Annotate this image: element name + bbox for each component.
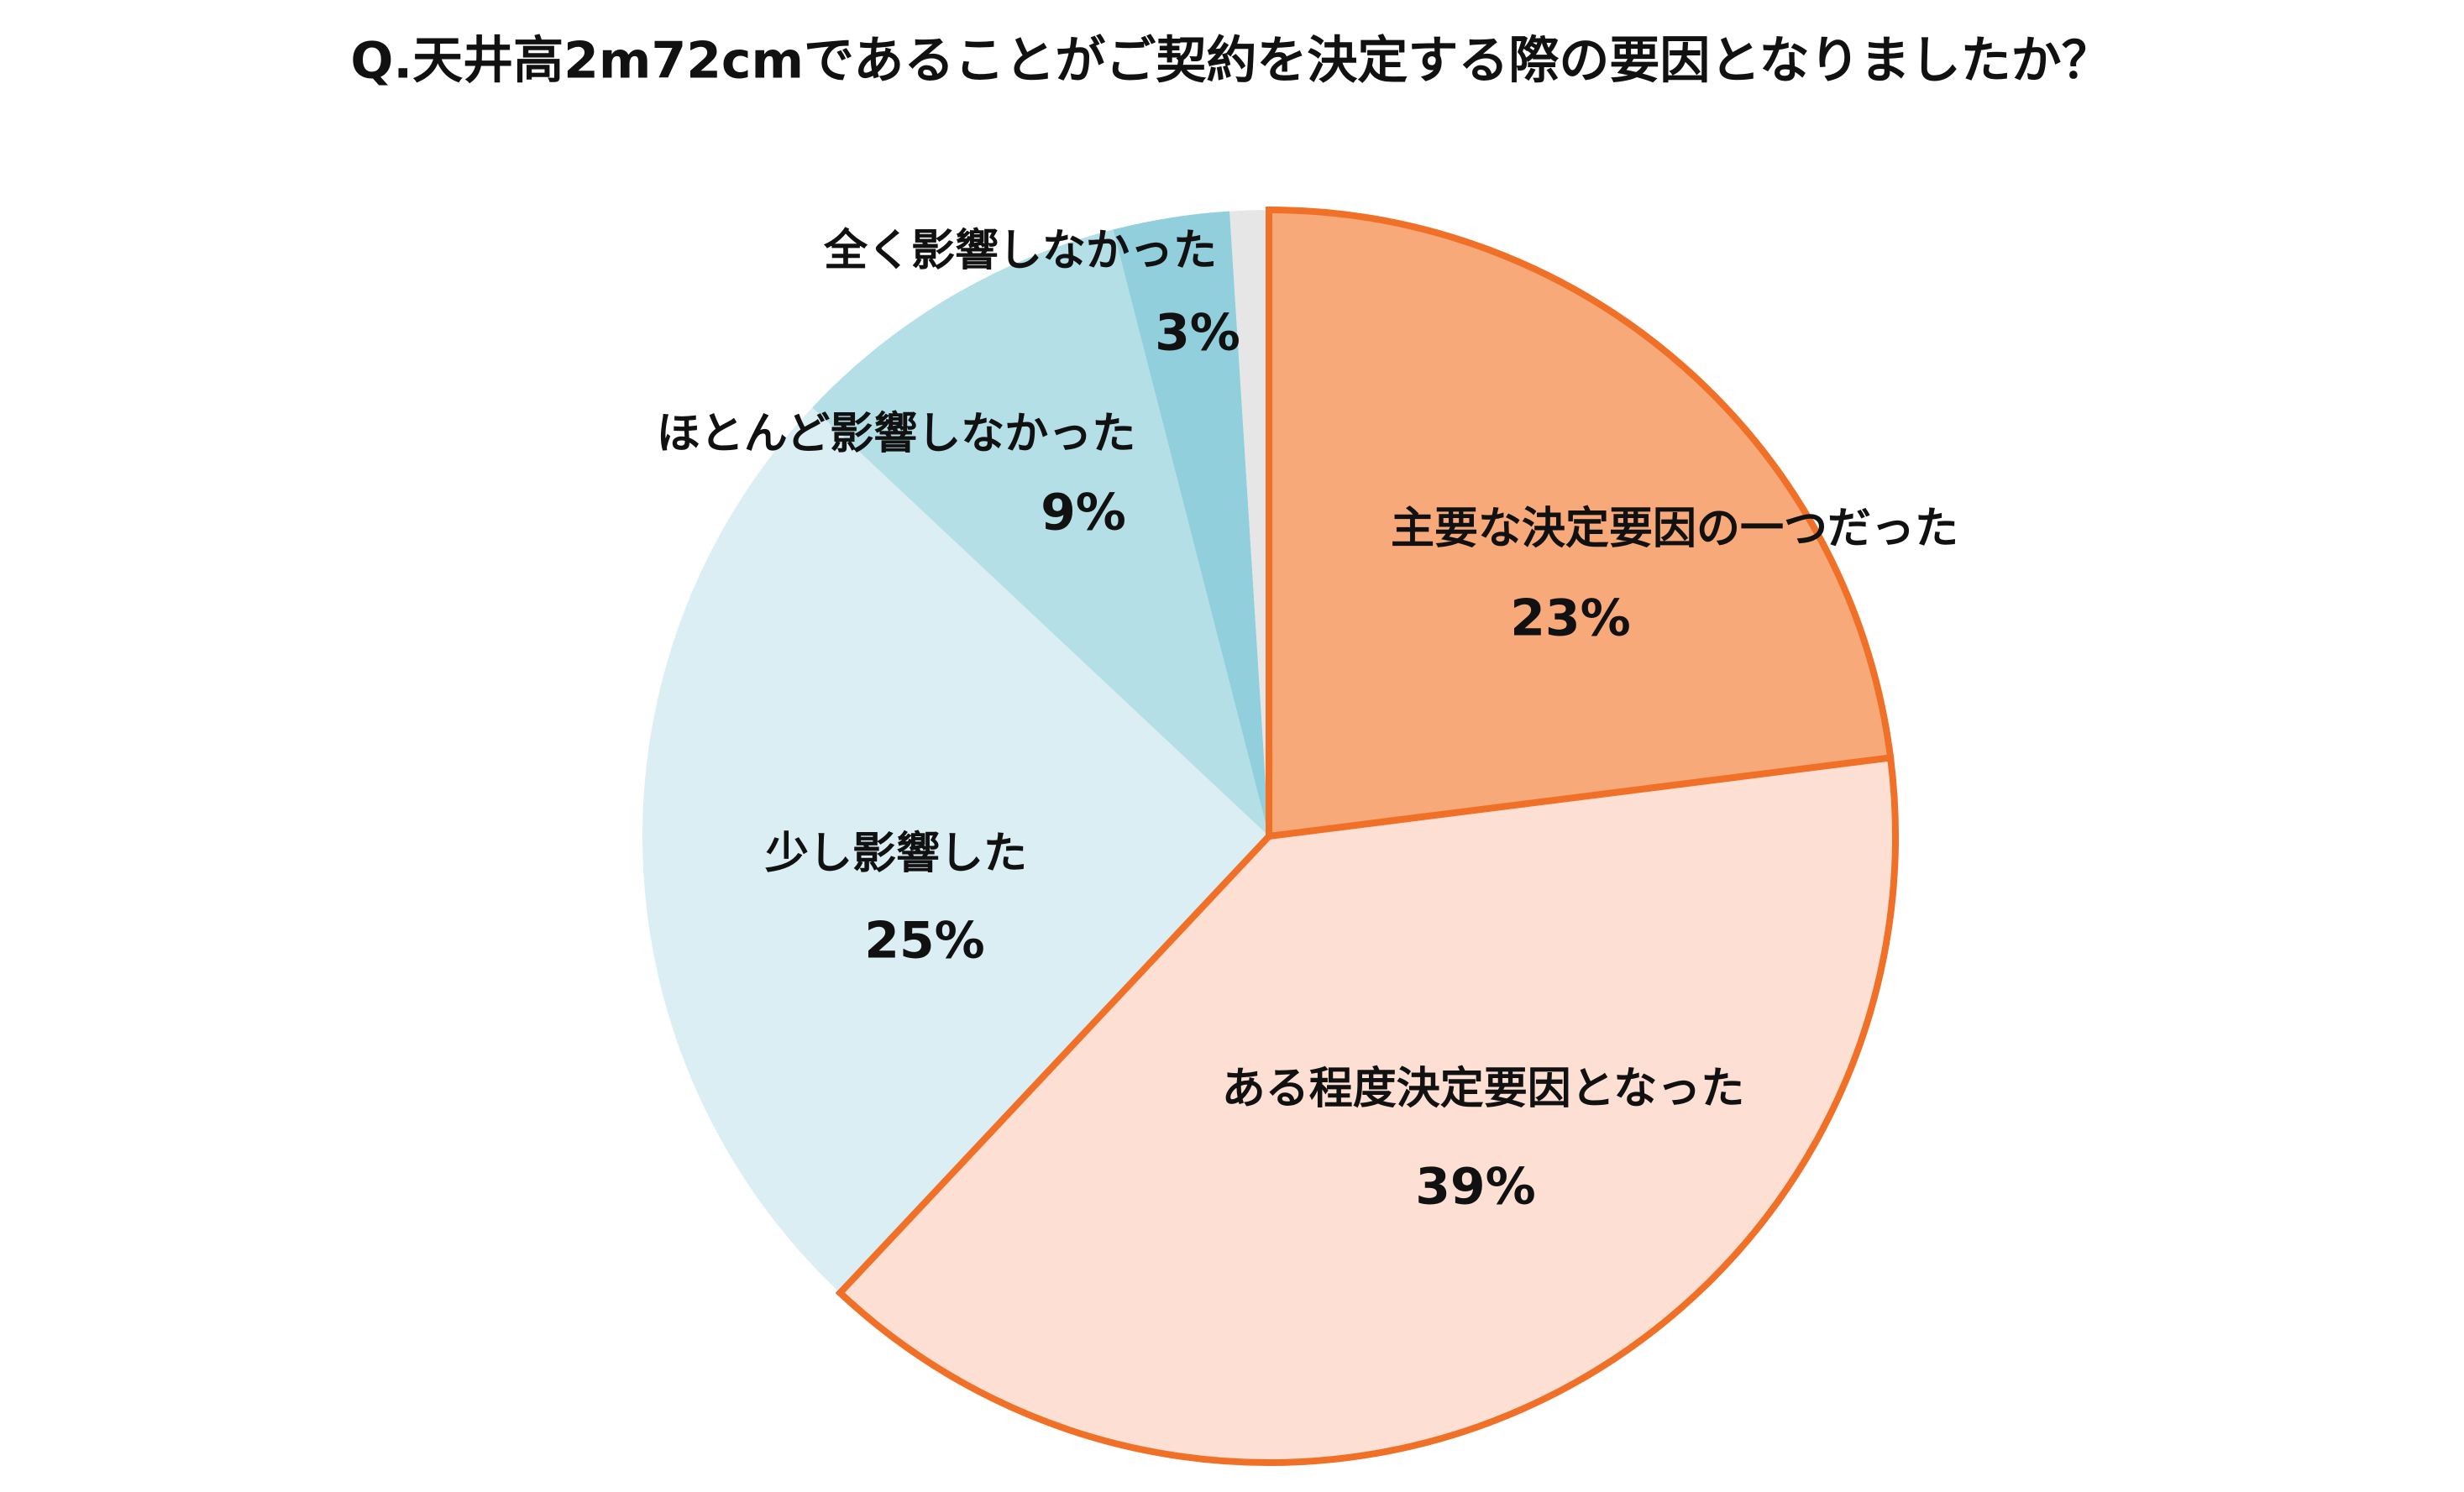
slice-label: 少し影響した [765,829,1027,879]
pie-slice [812,229,1269,836]
value-label: 9% [1041,484,1126,542]
slice-label: ある程度決定要因となった [1222,1064,1744,1114]
chart-title: Q.天井高2m72cmであることがご契約を決定する際の要因となりましたか？ [350,32,2111,91]
slice-label: 全く影響しなかった [823,226,1217,276]
value-label: 23% [1510,589,1631,648]
value-label: 3% [1155,304,1240,363]
pie-slice [642,407,1269,1293]
slice-label: ほとんど影響しなかった [657,409,1135,459]
value-label: 25% [864,912,985,971]
pie-slice [1266,206,1895,840]
pie-slice [1113,211,1269,837]
slice-label: 主要な決定要因の一つだった [1391,504,1958,554]
pie-slice [835,754,1899,1466]
value-label: 39% [1415,1158,1536,1217]
pie-slice [1229,210,1269,836]
